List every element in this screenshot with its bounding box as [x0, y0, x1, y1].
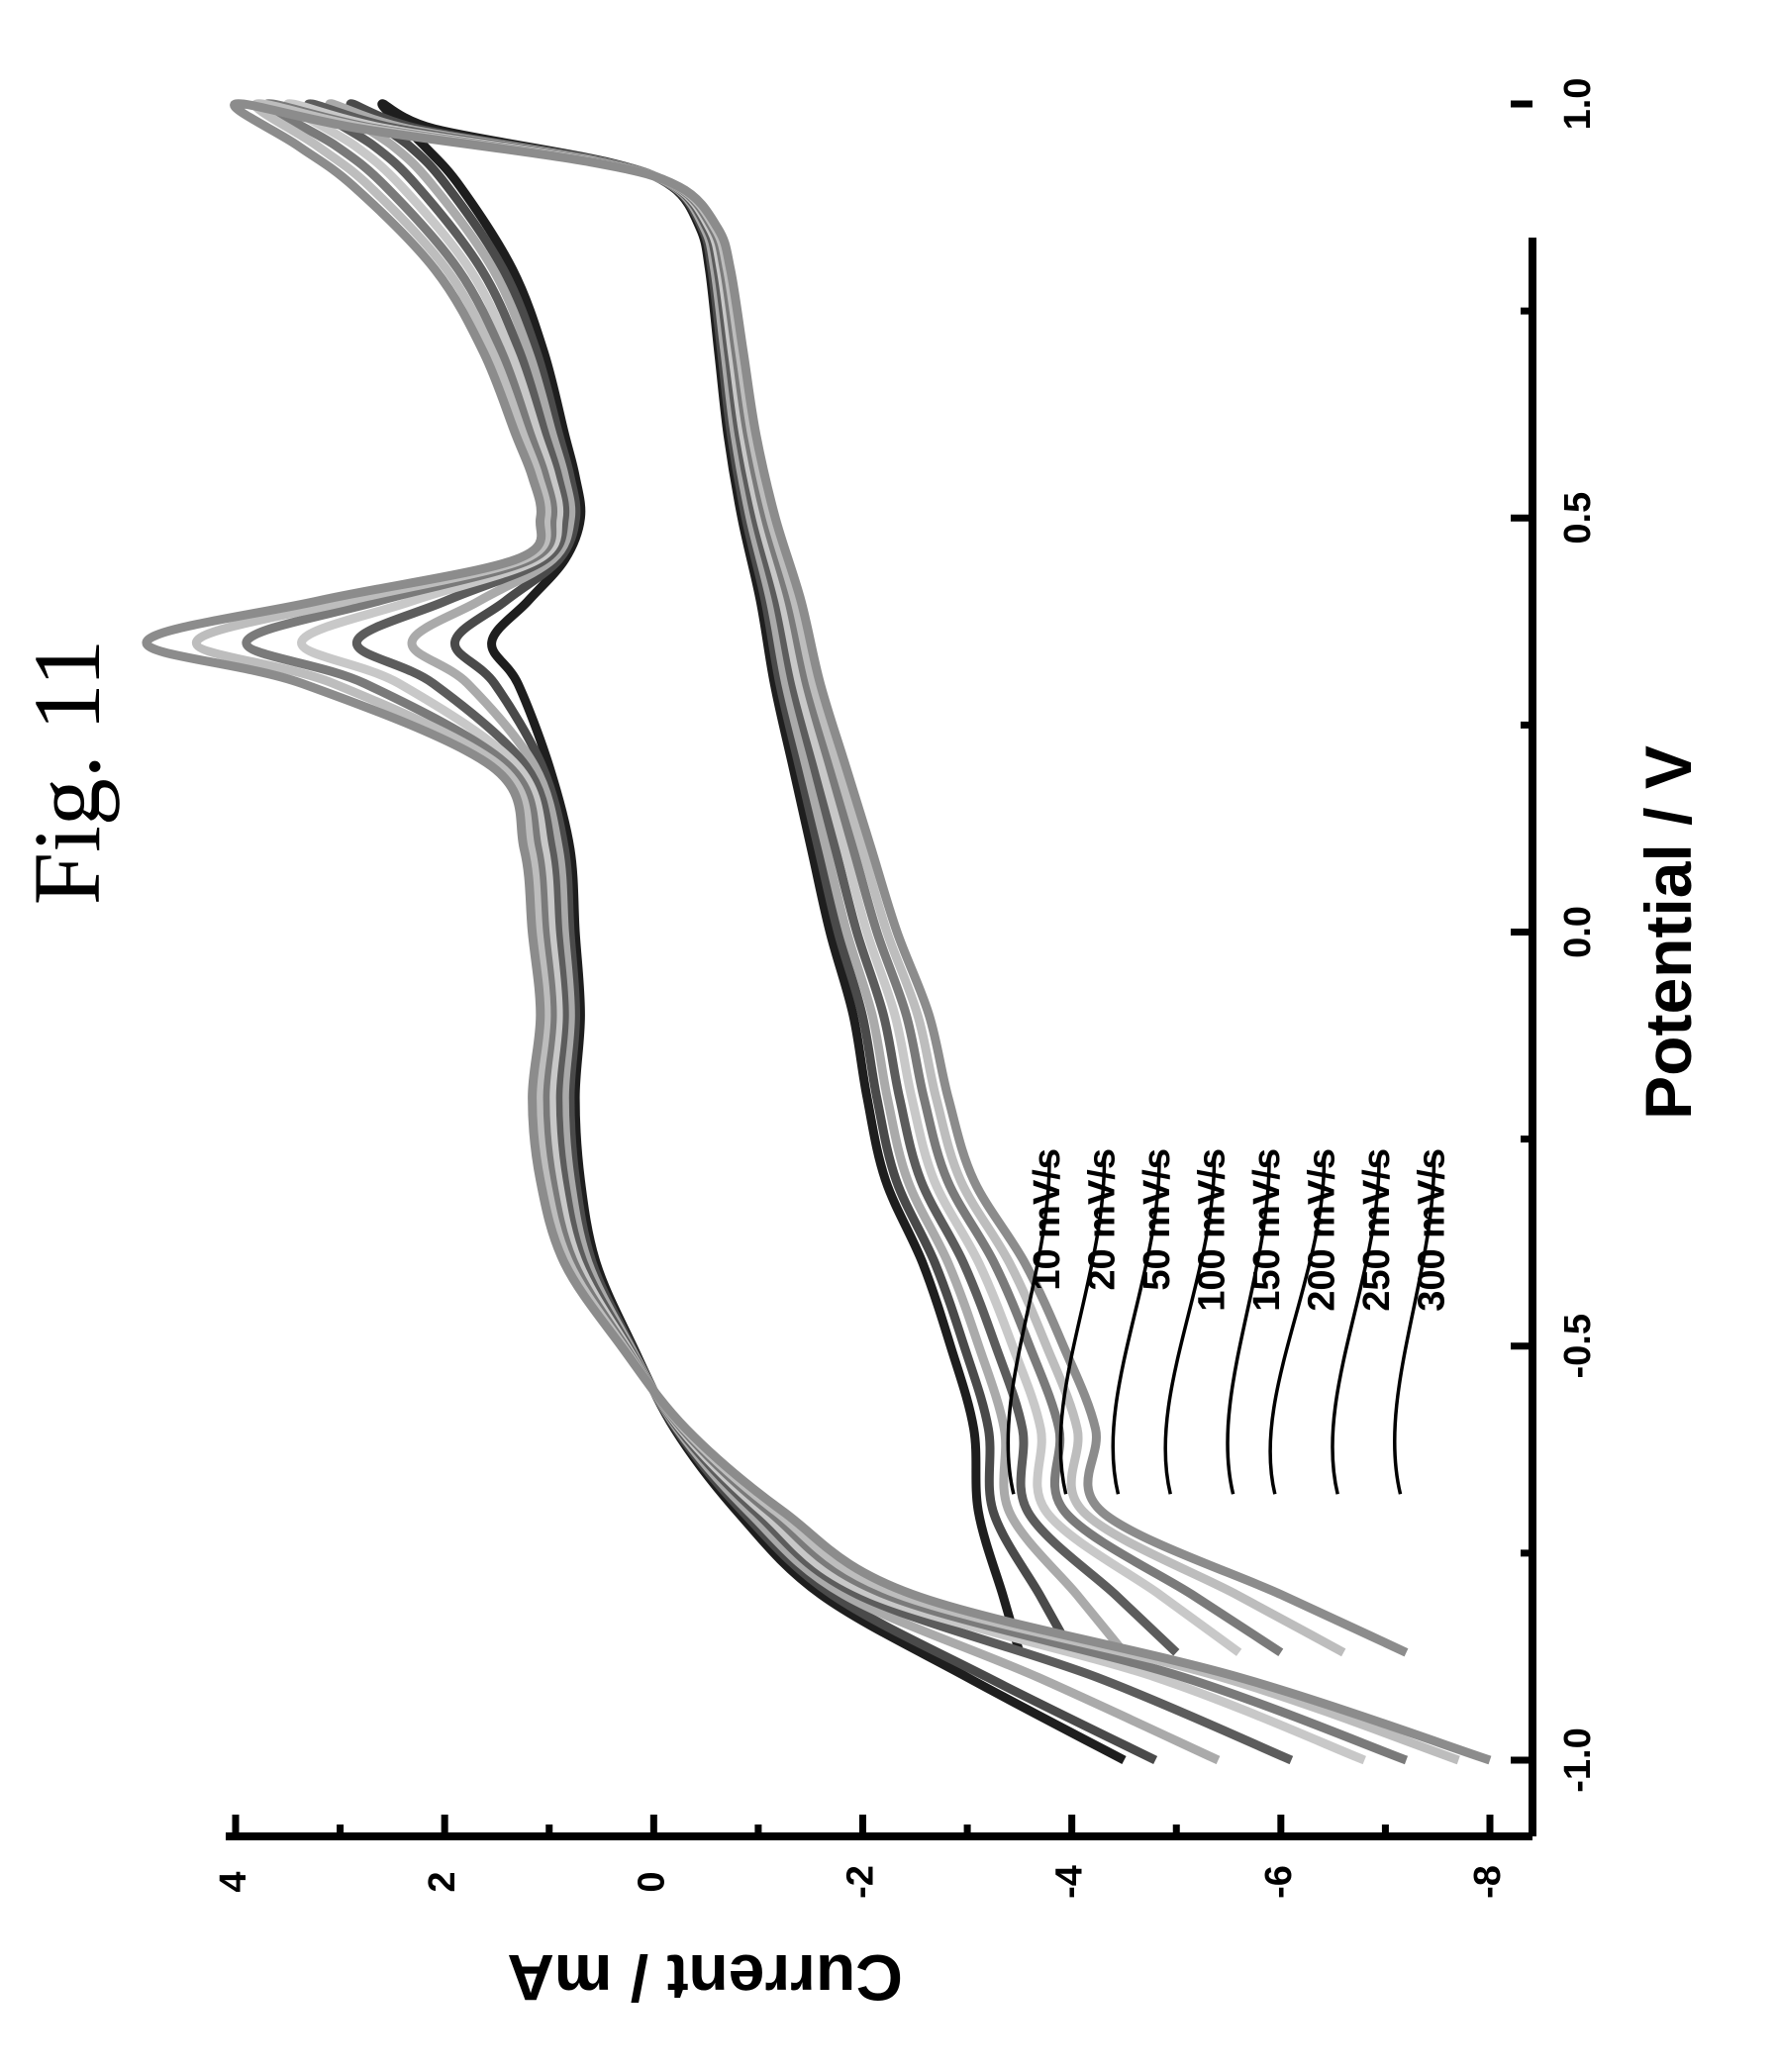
y-tick-label: -2	[840, 1865, 882, 1899]
cv-curve-20-mv-s	[346, 99, 1158, 1765]
y-tick-label: 2	[422, 1871, 463, 1892]
x-tick-label: 1.0	[1557, 78, 1599, 131]
legend-label: 20 mV/s	[1082, 1148, 1124, 1291]
axis-ticks: -1.0 -0.5 0.0 0.5 1.0 -8 -6 -4 -2 0 2 4	[213, 78, 1599, 1899]
y-tick-label: 0	[631, 1871, 672, 1892]
cv-curve-200-mv-s	[242, 99, 1409, 1765]
x-tick-label: 0.0	[1557, 906, 1599, 958]
y-tick-label: -4	[1049, 1865, 1091, 1899]
x-tick-label: -0.5	[1557, 1314, 1599, 1378]
legend-leader-line	[1006, 1159, 1051, 1495]
legend-leader-line	[1058, 1159, 1107, 1495]
legend-label: 10 mV/s	[1027, 1148, 1068, 1291]
figure-title: Fig. 11	[14, 640, 120, 906]
x-tick-label: 0.5	[1557, 492, 1599, 544]
cv-curves	[142, 99, 1492, 1765]
legend-leader-line	[1331, 1159, 1381, 1495]
cv-curve-50-mv-s	[325, 99, 1221, 1765]
legend-leader-line	[1226, 1159, 1271, 1495]
x-tick-label: -1.0	[1557, 1727, 1599, 1792]
legend: 10 mV/s 20 mV/s 50 mV/s 100 mV/s 150 mV/s 200…	[1006, 1148, 1453, 1495]
y-tick-label: -8	[1467, 1865, 1509, 1899]
x-axis-label: Potential / V	[1631, 745, 1705, 1120]
y-tick-label: 4	[213, 1871, 254, 1892]
cv-curve-150-mv-s	[283, 99, 1366, 1765]
y-axis-label: Current / mA	[507, 1941, 903, 2015]
legend-leader-line	[1111, 1159, 1161, 1495]
legend-leader-line	[1268, 1159, 1327, 1495]
cv-curve-100-mv-s	[304, 99, 1294, 1765]
legend-leader-line	[1163, 1159, 1217, 1495]
y-tick-label: -6	[1258, 1865, 1300, 1899]
legend-label: 50 mV/s	[1136, 1148, 1178, 1291]
legend-leader-line	[1392, 1159, 1436, 1495]
cv-curve-250-mv-s	[191, 99, 1460, 1765]
cv-curve-300-mv-s	[142, 99, 1492, 1765]
